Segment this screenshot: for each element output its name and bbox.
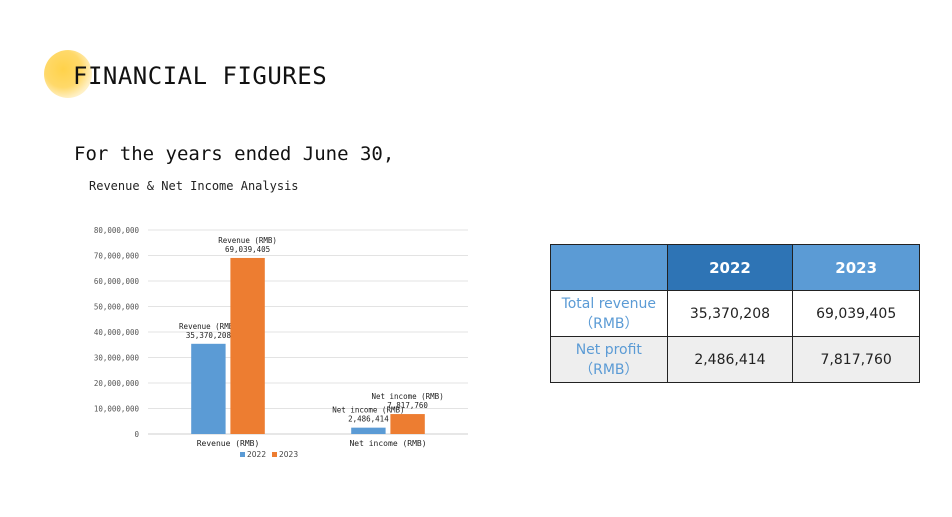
- bar-chart: 0 10,000,000 20,000,000 30,000,000 40,000,00…: [94, 226, 468, 459]
- legend-label: 2023: [279, 450, 298, 459]
- row-label-text: Total revenue: [561, 295, 657, 312]
- table-row-total-revenue: Total revenue （RMB） 35,370,208 69,039,40…: [550, 290, 920, 337]
- financial-table: 2022 2023 Total revenue （RMB） 35,370,208…: [550, 244, 920, 383]
- y-tick-label: 80,000,000: [94, 226, 140, 235]
- y-tick-label: 30,000,000: [94, 354, 140, 363]
- data-label: Net income (RMB): [371, 392, 443, 401]
- cell-total-revenue-2023: 69,039,405: [792, 290, 920, 337]
- legend-swatch: [240, 452, 245, 457]
- subtitle: For the years ended June 30,: [74, 143, 395, 165]
- table-header-2023: 2023: [792, 244, 920, 291]
- data-label: 35,370,208: [186, 331, 232, 340]
- cell-total-revenue-2022: 35,370,208: [666, 290, 794, 337]
- row-label-unit: （RMB）: [579, 315, 639, 332]
- chart-title: Revenue & Net Income Analysis: [89, 179, 299, 193]
- bar-2023: [390, 414, 425, 434]
- y-tick-label: 70,000,000: [94, 252, 140, 261]
- table-header-row: 2022 2023: [550, 244, 920, 291]
- page-title: FINANCIAL FIGURES: [73, 62, 328, 90]
- cell-net-profit-2022: 2,486,414: [666, 336, 794, 383]
- data-label: Revenue (RMB): [218, 236, 277, 245]
- cell-net-profit-2023: 7,817,760: [792, 336, 920, 383]
- table-header-2022: 2022: [666, 244, 794, 291]
- bar-2022: [351, 427, 386, 434]
- y-tick-label: 0: [134, 430, 139, 439]
- row-label-total-revenue: Total revenue （RMB）: [550, 290, 668, 337]
- row-label-net-profit: Net profit （RMB）: [550, 336, 668, 383]
- table-row-net-profit: Net profit （RMB） 2,486,414 7,817,760: [550, 336, 920, 383]
- data-label: 2,486,414: [348, 415, 389, 424]
- row-label-text: Net profit: [575, 341, 642, 358]
- data-label: Net income (RMB): [332, 406, 404, 415]
- bar-2023: [230, 257, 265, 434]
- data-label: 69,039,405: [225, 245, 270, 254]
- y-tick-label: 20,000,000: [94, 379, 140, 388]
- y-tick-label: 10,000,000: [94, 405, 140, 414]
- y-tick-label: 60,000,000: [94, 277, 140, 286]
- data-label: Revenue (RMB): [179, 322, 238, 331]
- legend-label: 2022: [247, 450, 266, 459]
- x-category-label: Revenue (RMB): [197, 439, 260, 448]
- data-label: 7,817,760: [387, 401, 428, 410]
- legend-swatch: [272, 452, 277, 457]
- y-tick-label: 50,000,000: [94, 303, 140, 312]
- x-category-label: Net income (RMB): [349, 439, 426, 448]
- bar-2022: [191, 343, 226, 434]
- y-tick-label: 40,000,000: [94, 328, 140, 337]
- decorative-circle: [44, 50, 92, 98]
- table-header-blank: [550, 244, 668, 291]
- row-label-unit: （RMB）: [579, 361, 639, 378]
